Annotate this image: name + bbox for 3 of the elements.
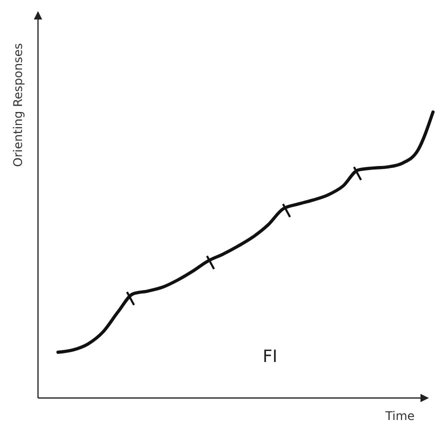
annotation: FI — [262, 347, 278, 367]
x-axis-title: Time — [384, 409, 415, 423]
y-axis-title: Orienting Responses — [11, 43, 25, 167]
